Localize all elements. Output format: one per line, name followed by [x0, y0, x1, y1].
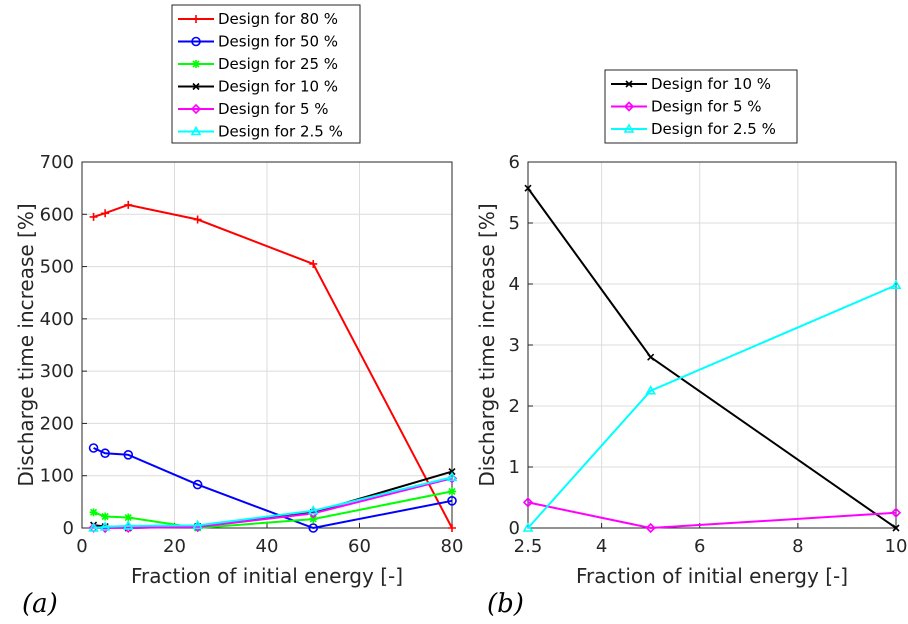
series-line-design-for-2-5-b: [527, 284, 897, 529]
x-tick-label-b: 8: [792, 536, 803, 557]
y-tick-label-b: 6: [509, 152, 520, 173]
data-point-design-for-2-5-a: [122, 520, 134, 530]
data-point-design-for-50-a: [192, 479, 203, 490]
tick-labels-a: 0 20 40 60 80 0 100 200 300 400 500 600 700: [40, 152, 464, 557]
legend-label-design-for-25-a: Design for 25 %: [218, 55, 338, 73]
panel-label-a: (a): [22, 589, 58, 619]
data-point-design-for-80-a: [448, 524, 456, 532]
y-tick-label-a: 500: [40, 257, 74, 278]
data-point-design-for-10-b: [892, 524, 900, 532]
chart-panel-a: 0 20 40 60 80 0 100 200 300 400 500 600 700 Fraction…: [14, 4, 464, 619]
y-tick-label-b: 5: [509, 213, 520, 234]
data-point-design-for-2-5-b: [522, 522, 534, 532]
y-tick-label-b: 1: [509, 457, 520, 478]
data-point-design-for-80-a: [124, 200, 133, 209]
data-point-design-for-50-a: [308, 523, 319, 533]
x-tick-label-a: 40: [256, 536, 279, 557]
legend-label-design-for-10-a: Design for 10 %: [218, 78, 338, 96]
legend-marker-design-for-80-a: [192, 15, 200, 23]
y-tick-label-a: 300: [40, 361, 74, 382]
legend-label-design-for-5-b: Design for 5 %: [651, 98, 762, 116]
data-point-design-for-5-b: [645, 522, 656, 534]
x-tick-label-b: 4: [596, 536, 607, 557]
data-point-design-for-80-a: [89, 212, 98, 221]
data-point-design-for-25-a: [309, 515, 318, 524]
data-point-design-for-25-a: [448, 487, 456, 496]
data-point-design-for-80-a: [193, 215, 202, 224]
data-point-design-for-50-a: [123, 449, 134, 460]
x-tick-label-a: 80: [441, 536, 464, 557]
data-point-design-for-2-5-a: [446, 471, 458, 482]
legend-marker-design-for-10-b: [625, 80, 633, 88]
legend-marker-design-for-5-b: [623, 101, 635, 112]
data-point-design-for-10-b: [524, 184, 532, 192]
series-line-design-for-50-a: [93, 447, 453, 530]
legend-label-design-for-80-a: Design for 80 %: [218, 10, 338, 28]
data-point-design-for-80-a: [101, 209, 110, 218]
series-group-b: [522, 184, 902, 534]
y-tick-label-a: 0: [63, 518, 74, 539]
y-tick-label-a: 200: [40, 413, 74, 434]
legend-marker-design-for-50-a: [191, 36, 201, 47]
legend-marker-design-for-2-5-a: [190, 125, 202, 136]
data-point-design-for-10-a: [448, 467, 456, 476]
x-tick-label-b: 6: [694, 536, 705, 557]
x-tick-label-a: 60: [348, 536, 371, 557]
data-point-design-for-50-a: [88, 443, 99, 453]
y-tick-label-a: 400: [40, 309, 74, 330]
data-point-design-for-2-5-a: [192, 519, 204, 530]
data-point-design-for-5-b: [890, 507, 902, 518]
y-tick-label-a: 700: [40, 152, 74, 173]
x-tick-label-a: 0: [76, 536, 87, 557]
legend-label-design-for-5-a: Design for 5 %: [218, 100, 329, 118]
x-axis-label-a: Fraction of initial energy [-]: [131, 564, 403, 588]
legend-label-design-for-10-b: Design for 10 %: [651, 75, 771, 93]
data-point-design-for-5-b: [522, 497, 534, 508]
x-tick-label-b: 2.5: [514, 536, 543, 557]
series-group-a: [88, 200, 458, 534]
y-tick-label-a: 100: [40, 466, 74, 487]
legend-box-a: [171, 4, 361, 144]
y-tick-label-b: 0: [509, 518, 520, 539]
gridlines-a: [81, 161, 453, 529]
legend-marker-design-for-10-a: [192, 82, 200, 91]
y-axis-label-b: Discharge time increase [%]: [475, 203, 499, 486]
data-point-design-for-2-5-a: [88, 522, 99, 532]
y-tick-label-b: 4: [509, 274, 520, 295]
legend-label-design-for-2-5-a: Design for 2.5 %: [218, 123, 343, 141]
panel-label-b: (b): [487, 589, 524, 619]
data-point-design-for-25-a: [101, 512, 110, 521]
legend-label-design-for-2-5-b: Design for 2.5 %: [651, 120, 776, 138]
data-point-design-for-2-5-b: [890, 279, 902, 290]
tick-labels-b: 2.5 4 6 8 10 0 1 2 3 4 5 6: [509, 152, 908, 557]
series-line-design-for-5-b: [527, 501, 897, 530]
chart-panel-b: 2.5 4 6 8 10 0 1 2 3 4 5 6 Fraction of initial ener…: [475, 69, 908, 619]
legend-marker-design-for-2-5-b: [623, 123, 635, 133]
data-point-design-for-25-a: [124, 513, 133, 522]
data-point-design-for-50-a: [100, 448, 110, 459]
legend-marker-design-for-5-a: [190, 103, 202, 115]
y-tick-label-a: 600: [40, 204, 74, 225]
y-tick-label-b: 3: [509, 335, 520, 356]
legend-marker-design-for-25-a: [192, 60, 200, 68]
data-point-design-for-80-a: [309, 259, 318, 268]
y-tick-label-b: 2: [509, 396, 520, 417]
data-point-design-for-10-b: [647, 353, 655, 361]
y-axis-label-a: Discharge time increase [%]: [14, 203, 38, 486]
data-point-design-for-2-5-a: [99, 521, 111, 531]
legend-a: Design for 80 % Design for 50 % Design for…: [171, 4, 361, 144]
x-tick-label-a: 20: [163, 536, 186, 557]
legend-b: Design for 10 % Design for 5 % Design for …: [604, 69, 798, 144]
legend-label-design-for-50-a: Design for 50 %: [218, 33, 338, 51]
data-point-design-for-50-a: [447, 496, 457, 506]
data-point-design-for-25-a: [89, 508, 98, 517]
data-point-design-for-2-5-b: [645, 385, 657, 395]
data-point-design-for-2-5-a: [307, 505, 319, 515]
x-tick-label-b: 10: [885, 536, 908, 557]
x-axis-label-b: Fraction of initial energy [-]: [576, 564, 848, 588]
